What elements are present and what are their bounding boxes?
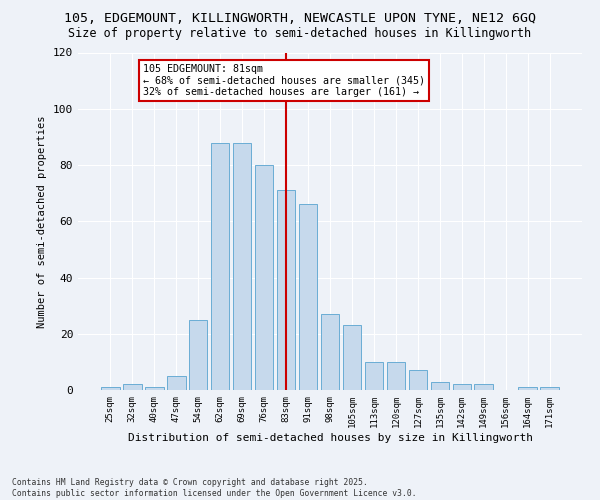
Bar	[255, 165, 274, 390]
Bar	[431, 382, 449, 390]
Bar	[452, 384, 471, 390]
Y-axis label: Number of semi-detached properties: Number of semi-detached properties	[37, 115, 47, 328]
Bar	[518, 387, 537, 390]
Bar	[123, 384, 142, 390]
Text: Size of property relative to semi-detached houses in Killingworth: Size of property relative to semi-detach…	[68, 28, 532, 40]
Text: 105 EDGEMOUNT: 81sqm
← 68% of semi-detached houses are smaller (345)
32% of semi: 105 EDGEMOUNT: 81sqm ← 68% of semi-detac…	[143, 64, 425, 97]
Bar	[299, 204, 317, 390]
Text: 105, EDGEMOUNT, KILLINGWORTH, NEWCASTLE UPON TYNE, NE12 6GQ: 105, EDGEMOUNT, KILLINGWORTH, NEWCASTLE …	[64, 12, 536, 26]
Bar	[365, 362, 383, 390]
Bar	[320, 314, 340, 390]
Text: Contains HM Land Registry data © Crown copyright and database right 2025.
Contai: Contains HM Land Registry data © Crown c…	[12, 478, 416, 498]
Bar	[541, 387, 559, 390]
Bar	[211, 142, 229, 390]
Bar	[189, 320, 208, 390]
Bar	[101, 387, 119, 390]
Bar	[277, 190, 295, 390]
Bar	[167, 376, 185, 390]
Bar	[409, 370, 427, 390]
Bar	[475, 384, 493, 390]
X-axis label: Distribution of semi-detached houses by size in Killingworth: Distribution of semi-detached houses by …	[128, 432, 533, 442]
Bar	[233, 142, 251, 390]
Bar	[343, 326, 361, 390]
Bar	[145, 387, 164, 390]
Bar	[386, 362, 405, 390]
